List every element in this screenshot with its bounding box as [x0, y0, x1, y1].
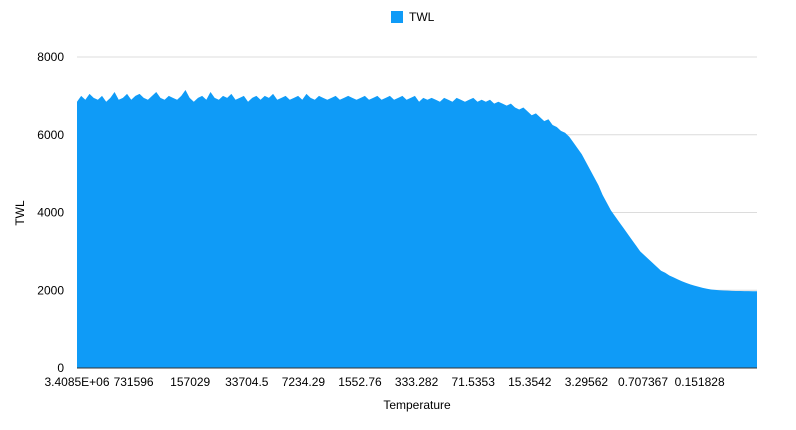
x-tick-label: 333.282: [395, 375, 439, 389]
y-tick-label: 6000: [37, 128, 64, 142]
y-axis-label: TWL: [13, 200, 27, 226]
x-tick-label: 157029: [170, 375, 210, 389]
y-tick-label: 4000: [37, 206, 64, 220]
x-tick-label: 731596: [114, 375, 154, 389]
x-tick-label: 33704.5: [225, 375, 269, 389]
x-tick-label: 3.4085E+06: [44, 375, 109, 389]
x-tick-label: 3.29562: [565, 375, 609, 389]
y-axis-tick-labels: 0 2000 4000 6000 8000: [37, 50, 64, 375]
x-tick-label: 7234.29: [282, 375, 326, 389]
legend[interactable]: TWL: [391, 10, 435, 24]
legend-label-twl: TWL: [409, 10, 435, 24]
x-axis-label: Temperature: [383, 398, 451, 412]
x-tick-label: 0.707367: [618, 375, 668, 389]
x-tick-label: 71.5353: [452, 375, 496, 389]
legend-swatch-twl: [391, 11, 403, 23]
y-tick-label: 2000: [37, 283, 64, 297]
x-tick-label: 15.3542: [508, 375, 552, 389]
x-axis-tick-labels: 3.4085E+06 731596 157029 33704.5 7234.29 1552…: [44, 375, 724, 389]
x-tick-label: 1552.76: [338, 375, 382, 389]
x-tick-label: 0.151828: [675, 375, 725, 389]
y-tick-label: 8000: [37, 50, 64, 64]
y-tick-label: 0: [57, 361, 64, 375]
series-area-twl: [77, 90, 757, 368]
